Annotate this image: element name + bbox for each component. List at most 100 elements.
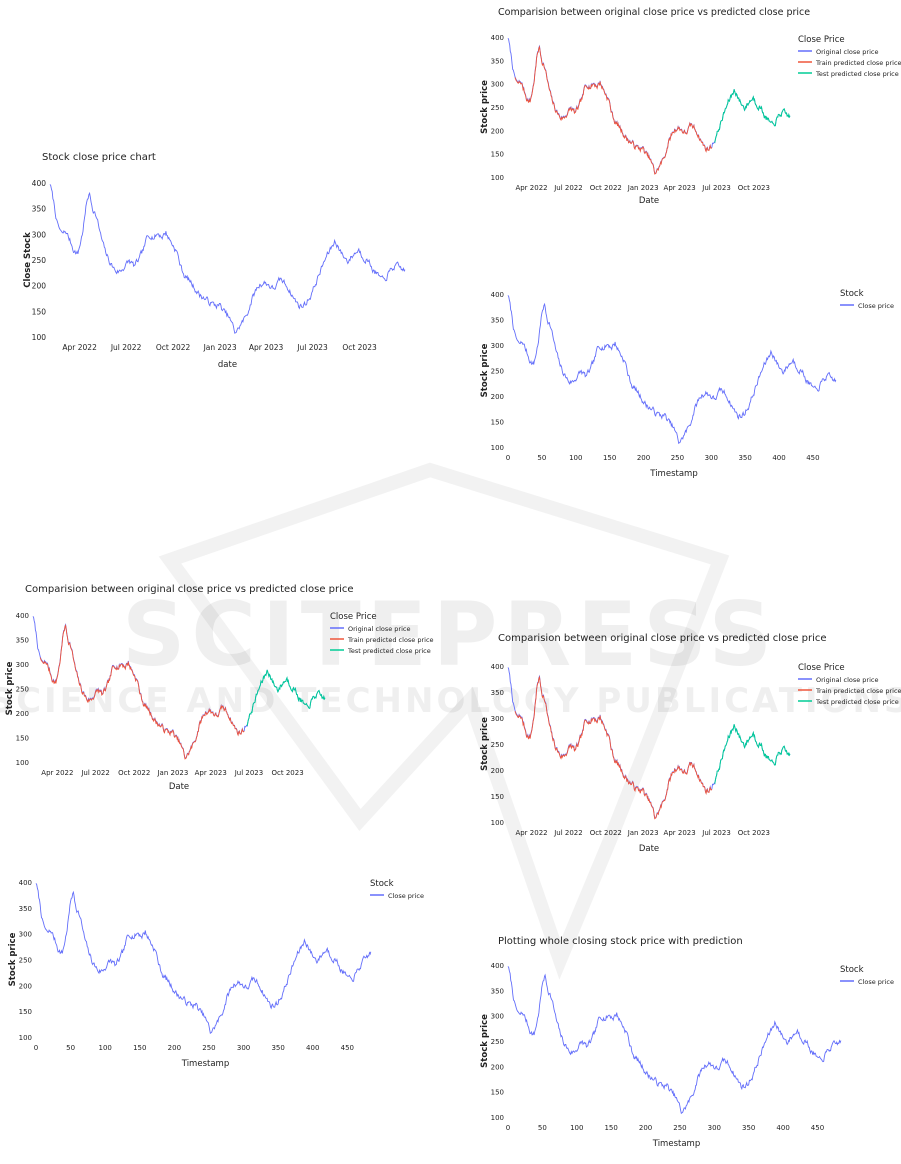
- y-tick-label: 100: [491, 174, 504, 182]
- legend-item-train: Train predicted close price: [815, 687, 901, 695]
- x-tick-label: 150: [604, 1124, 617, 1132]
- x-tick-label: Jul 2023: [701, 184, 731, 192]
- x-tick-label: 0: [506, 454, 510, 462]
- series-line-test: [246, 669, 326, 726]
- series-line-train: [514, 675, 713, 820]
- x-axis-label: Timestamp: [181, 1059, 229, 1069]
- y-tick-label: 150: [32, 307, 47, 316]
- x-tick-label: 50: [66, 1044, 75, 1052]
- chart-6: 100 150 200 250 300 350 400 0 50 100 150 200 250 300 3…: [8, 879, 424, 1069]
- x-tick-label: 300: [237, 1044, 250, 1052]
- legend-title: Close Price: [798, 35, 845, 45]
- x-tick-label: Jul 2023: [701, 829, 731, 837]
- y-axis-label: Stock price: [5, 661, 15, 715]
- y-tick-label: 100: [491, 1114, 504, 1122]
- y-tick-label: 100: [491, 819, 504, 827]
- x-tick-label: 200: [168, 1044, 181, 1052]
- y-tick-label: 400: [491, 291, 504, 299]
- legend-item-train: Train predicted close price: [347, 636, 434, 644]
- legend: Stock Close price: [840, 965, 894, 986]
- legend-item-original: Original close price: [816, 676, 879, 684]
- legend-item-original: Close price: [858, 302, 894, 310]
- y-tick-label: 150: [16, 735, 29, 743]
- y-tick-label: 350: [491, 987, 504, 995]
- y-tick-label: 100: [19, 1034, 32, 1042]
- series-line-original: [49, 184, 406, 334]
- y-tick-label: 200: [19, 982, 32, 990]
- y-tick-label: 150: [491, 419, 504, 427]
- legend-title: Stock: [840, 289, 864, 299]
- legend: Close Price Original close price Train pre…: [798, 663, 901, 706]
- y-tick-label: 300: [491, 342, 504, 350]
- chart-title: Stock close price chart: [42, 152, 156, 163]
- x-tick-label: Oct 2022: [590, 829, 622, 837]
- series-line-original: [35, 883, 372, 1034]
- legend-title: Stock: [840, 965, 864, 975]
- chart-3: 100 150 200 250 300 350 400 0 50 100 150 200 250 300 3…: [480, 289, 894, 479]
- series-line-original: [507, 667, 791, 820]
- chart-1: Stock close price chart 100 150 200 250 300 35…: [23, 152, 406, 370]
- y-tick-label: 100: [32, 333, 47, 342]
- y-tick-label: 350: [491, 689, 504, 697]
- chart-panel-5: Comparision between original close price…: [470, 625, 901, 857]
- x-tick-label: Oct 2022: [590, 184, 622, 192]
- legend-title: Close Price: [798, 663, 845, 673]
- x-tick-label: Oct 2022: [118, 769, 150, 777]
- x-tick-label: 50: [538, 1124, 547, 1132]
- x-tick-label: Jul 2023: [234, 769, 264, 777]
- legend: Stock Close price: [370, 879, 424, 900]
- y-tick-label: 300: [491, 715, 504, 723]
- y-tick-label: 200: [32, 282, 47, 291]
- y-axis-label: Stock price: [480, 717, 490, 771]
- x-tick-label: 150: [133, 1044, 146, 1052]
- legend-item-original: Close price: [388, 892, 424, 900]
- x-tick-label: 300: [708, 1124, 721, 1132]
- x-tick-label: Apr 2022: [62, 343, 97, 352]
- x-tick-label: Apr 2022: [515, 829, 547, 837]
- x-tick-label: Jan 2023: [203, 343, 237, 352]
- x-tick-label: 0: [34, 1044, 38, 1052]
- chart-title: Comparision between original close price…: [498, 633, 827, 644]
- y-axis-label: Close Stock: [23, 232, 33, 288]
- chart-panel-3: 100 150 200 250 300 350 400 0 50 100 150 200 250 300 3…: [470, 278, 900, 483]
- series-line-test: [714, 89, 791, 143]
- series-line-original: [507, 37, 791, 175]
- legend: Close Price Original close price Train pre…: [330, 612, 434, 655]
- y-tick-label: 150: [491, 1089, 504, 1097]
- legend-item-original: Close price: [858, 978, 894, 986]
- x-tick-label: 250: [673, 1124, 686, 1132]
- x-tick-label: Apr 2023: [664, 184, 696, 192]
- x-tick-label: 400: [306, 1044, 319, 1052]
- x-tick-label: 350: [742, 1124, 755, 1132]
- x-tick-label: Oct 2023: [272, 769, 304, 777]
- chart-panel-1: Stock close price chart 100 150 200 250 300 35…: [0, 140, 440, 380]
- y-tick-label: 250: [491, 104, 504, 112]
- x-tick-label: Oct 2022: [156, 343, 191, 352]
- x-tick-label: Apr 2023: [249, 343, 284, 352]
- legend: Stock Close price: [840, 289, 894, 310]
- y-tick-label: 200: [491, 1063, 504, 1071]
- x-tick-label: 0: [506, 1124, 510, 1132]
- legend-item-original: Original close price: [816, 48, 879, 56]
- x-tick-label: Jan 2023: [156, 769, 188, 777]
- x-tick-label: 100: [570, 1124, 583, 1132]
- legend-item-test: Test predicted close price: [815, 70, 899, 78]
- y-tick-label: 100: [491, 444, 504, 452]
- series-line-train: [514, 45, 713, 175]
- x-tick-label: Jan 2023: [627, 829, 659, 837]
- y-axis-label: Stock price: [480, 80, 490, 134]
- x-tick-label: Jul 2022: [553, 184, 583, 192]
- y-tick-label: 400: [491, 34, 504, 42]
- chart-panel-7: Plotting whole closing stock price with …: [470, 928, 900, 1153]
- legend-item-train: Train predicted close price: [815, 59, 901, 67]
- x-axis-label: Date: [169, 782, 189, 792]
- y-tick-label: 350: [19, 905, 32, 913]
- series-line-train: [39, 623, 245, 760]
- x-tick-label: 350: [738, 454, 751, 462]
- x-tick-label: Oct 2023: [738, 829, 770, 837]
- y-axis-label: Stock price: [480, 1014, 490, 1068]
- x-tick-label: Jul 2022: [80, 769, 110, 777]
- y-tick-label: 400: [491, 663, 504, 671]
- y-tick-label: 300: [32, 230, 47, 239]
- x-tick-label: 450: [341, 1044, 354, 1052]
